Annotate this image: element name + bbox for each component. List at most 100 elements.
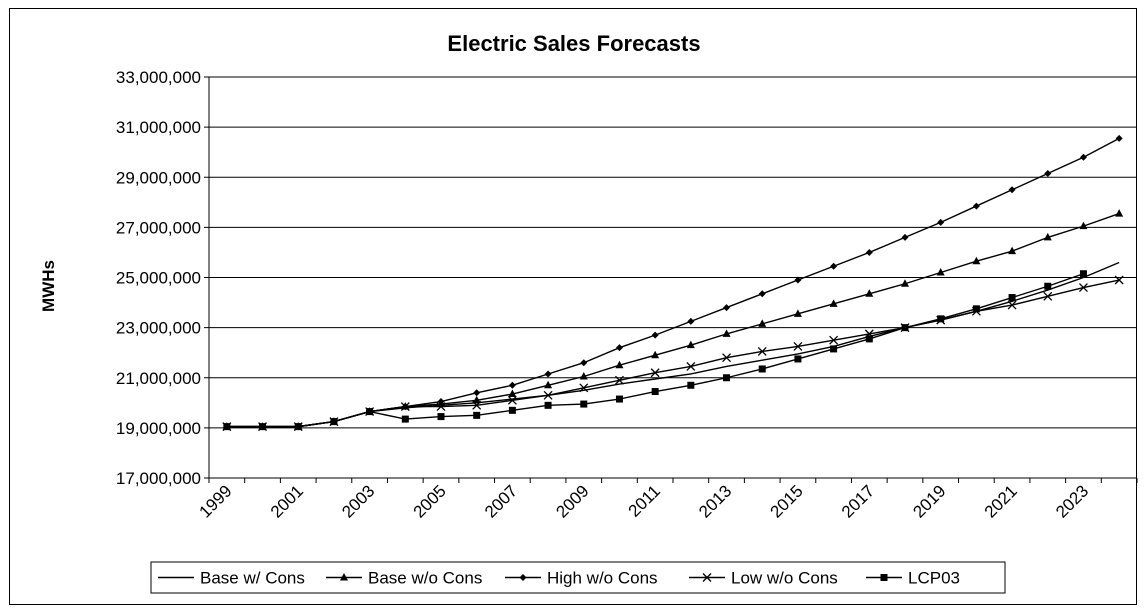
line-chart: Electric Sales Forecasts MWHs 17,000,000… [39,31,1138,594]
series-line [226,137,1120,428]
data-point-triangle [651,350,660,359]
x-tick-labels: 1999 2001 2003 2005 2007 2009 2011 2013 2015 2017… [195,481,1092,521]
data-point-square [294,423,302,431]
data-point-x [543,390,553,400]
y-tick-label: 25,000,000 [116,269,201,288]
legend-label: Base w/o Cons [368,569,482,588]
data-point-diamond [1008,186,1016,194]
data-point-x [579,383,589,393]
data-point-square [437,413,445,421]
data-point-square [259,423,267,431]
legend-label: Base w/ Cons [200,569,305,588]
data-point-x [615,375,624,385]
data-point-square [865,335,873,343]
data-point-square [1008,294,1016,302]
data-point-diamond [937,218,945,226]
x-tick-label: 1999 [195,481,235,521]
data-point-square [972,305,980,313]
data-point-square [473,411,481,419]
data-point-square [580,400,588,408]
data-point-square [901,324,909,332]
data-point-triangle [758,319,767,327]
data-point-triangle [972,256,981,265]
x-tick-label: 2007 [481,481,521,521]
y-axis-label: MWHs [39,260,58,312]
data-point-x [829,335,839,345]
series-low-w-o-cons [222,275,1124,432]
data-point-square [615,395,623,403]
data-point-diamond [473,389,481,397]
data-point-x [472,400,482,410]
data-point-square [1079,270,1087,278]
y-tick-label: 27,000,000 [116,218,201,237]
data-point-triangle [901,279,909,287]
data-point-diamond [1115,134,1123,142]
series-line [226,279,1120,428]
data-point-x [757,346,767,356]
y-tick-label: 33,000,000 [116,68,201,87]
data-point-square [366,408,374,416]
data-point-square [223,423,231,431]
data-point-diamond [519,574,527,581]
y-tick-labels: 17,000,000 19,000,000 21,000,000 23,000,000… [116,68,201,488]
chart-title: Electric Sales Forecasts [447,31,700,56]
data-point-triangle [615,360,624,369]
data-point-diamond [758,290,766,298]
data-point-diamond [723,304,731,312]
data-point-x [686,362,696,371]
data-point-diamond [437,398,445,406]
legend-entry: Low w/o Cons [689,569,838,588]
data-point-diamond [901,233,909,241]
x-tick-label: 2019 [909,481,949,521]
data-point-x [400,402,410,412]
data-point-x [1114,275,1124,285]
data-point-x [702,573,712,582]
gridlines [209,76,1137,429]
data-point-x [507,395,517,405]
data-point-x [1043,291,1053,301]
data-point-diamond [830,262,838,270]
legend-box [150,561,1006,594]
legend-entry: Base w/o Cons [326,569,482,588]
data-point-square [1044,282,1052,290]
legend-entry: High w/o Cons [505,569,658,588]
data-point-diamond [544,370,552,378]
y-tick-label: 17,000,000 [116,469,201,488]
legend: Base w/ Cons Base w/o Cons High w/o Cons Lo… [150,561,1006,594]
series-line [226,273,1084,428]
y-tick-label: 23,000,000 [116,319,201,338]
data-point-square [758,365,766,373]
data-point-square [880,574,888,581]
data-point-triangle [579,371,588,380]
x-tick-label: 2009 [552,481,592,521]
data-point-triangle [793,309,802,317]
legend-label: LCP03 [908,569,960,588]
legend-entry: Base w/ Cons [158,569,305,588]
legend-label: Low w/o Cons [731,569,838,588]
data-point-diamond [972,202,980,210]
data-point-triangle [722,329,731,337]
x-tick-label: 2003 [338,481,378,521]
data-point-square [651,388,659,396]
x-tick-label: 2005 [410,481,450,521]
data-point-triangle [829,299,838,307]
x-tick-label: 2011 [625,481,664,520]
data-point-x [793,341,803,351]
data-point-triangle [1008,246,1017,255]
data-point-square [544,401,552,409]
data-point-triangle [1079,221,1088,230]
data-point-square [687,381,695,389]
data-point-diamond [651,331,659,339]
data-point-triangle [686,340,695,349]
legend-label: High w/o Cons [547,569,658,588]
data-point-x [1007,300,1017,310]
x-tick-label: 2023 [1052,481,1092,521]
data-point-x [722,353,731,363]
data-point-square [937,315,945,323]
data-point-diamond [865,248,873,256]
data-point-triangle [340,573,348,581]
data-point-square [794,355,802,363]
data-point-x [1079,283,1088,292]
data-point-square [330,418,338,426]
series-line [226,261,1120,428]
